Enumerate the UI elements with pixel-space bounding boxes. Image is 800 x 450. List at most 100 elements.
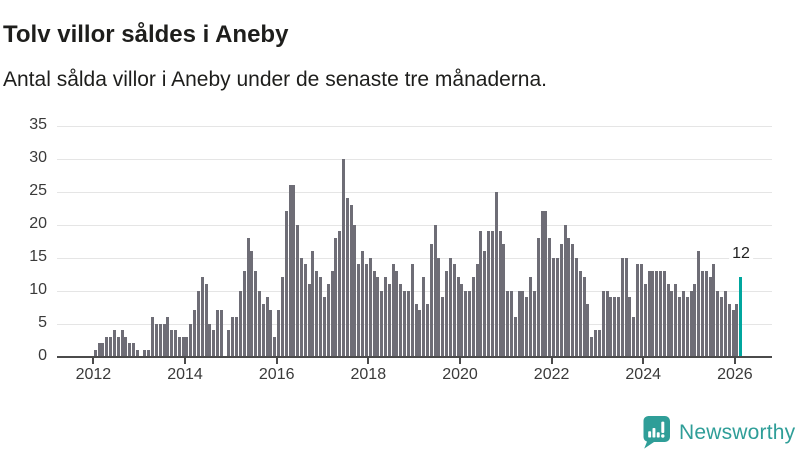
bar: [189, 323, 193, 357]
y-axis-label: 0: [38, 346, 47, 364]
y-axis-label: 5: [38, 313, 47, 331]
bar: [292, 184, 296, 357]
x-axis-label: 2016: [258, 366, 295, 383]
bar: [674, 283, 678, 357]
bar: [387, 283, 391, 357]
bar: [380, 290, 384, 357]
bar: [300, 257, 303, 357]
bar: [456, 277, 460, 357]
bar: [368, 257, 372, 357]
bar: [414, 303, 418, 357]
bar: [193, 310, 197, 357]
x-axis-tick: [733, 357, 736, 364]
x-axis-tick: [367, 357, 370, 364]
bar: [162, 323, 166, 357]
gridline: [57, 257, 772, 259]
x-axis-label: 2026: [717, 366, 753, 383]
gridline: [57, 191, 772, 193]
bar: [154, 323, 158, 357]
bar: [720, 297, 723, 357]
bar: [124, 336, 128, 357]
bar: [135, 349, 139, 357]
x-axis-tick: [92, 357, 95, 364]
bar: [147, 349, 151, 357]
bar: [177, 336, 181, 357]
bar: [525, 297, 529, 357]
bar: [406, 290, 410, 357]
bar: [597, 330, 601, 357]
bar: [685, 297, 689, 357]
bar: [594, 330, 597, 357]
bar: [181, 336, 185, 357]
bar-chart-speech-bubble-icon: [643, 415, 670, 449]
bar: [448, 257, 452, 357]
bar: [502, 244, 506, 357]
bar: [288, 184, 292, 357]
bar: [132, 343, 135, 357]
bar: [384, 277, 387, 357]
bar: [151, 316, 155, 357]
bar: [311, 250, 315, 357]
bar: [105, 336, 109, 357]
bar: [273, 336, 277, 357]
bar: [120, 330, 124, 357]
bar: [452, 264, 456, 357]
bar: [555, 257, 559, 357]
bar: [399, 283, 403, 357]
bar: [460, 283, 464, 357]
y-axis-label: 25: [29, 181, 47, 199]
bar: [574, 257, 578, 357]
bar: [445, 270, 449, 357]
bar: [280, 277, 284, 357]
newsworthy-logo[interactable]: Newsworthy: [641, 415, 795, 450]
x-axis-tick: [642, 357, 645, 364]
bar: [548, 237, 552, 357]
bar: [490, 231, 494, 357]
bar: [208, 323, 212, 357]
bar: [628, 297, 632, 357]
bar: [345, 198, 349, 357]
gridline: [57, 125, 772, 127]
chart-subtitle: Antal sålda villor i Aneby under de sena…: [3, 68, 548, 91]
bar: [475, 264, 479, 357]
bar: [326, 283, 330, 357]
bar: [433, 224, 437, 357]
bar: [723, 290, 727, 357]
bar: [735, 303, 739, 357]
page-title: Tolv villor såldes i Aneby: [3, 21, 289, 49]
bar: [559, 244, 563, 357]
bar: [143, 349, 147, 357]
y-axis-label: 10: [29, 280, 47, 298]
bar: [361, 250, 365, 357]
bar: [231, 316, 235, 357]
bar: [395, 270, 399, 357]
bar: [590, 336, 594, 357]
x-axis-tick: [275, 357, 278, 364]
bar: [357, 264, 361, 357]
bar: [716, 290, 720, 357]
bar: [712, 264, 716, 357]
bar: [567, 237, 571, 357]
bar: [681, 290, 685, 357]
bar: [632, 316, 636, 357]
y-axis-label: 20: [29, 214, 47, 232]
bar: [376, 277, 380, 357]
bar: [227, 330, 231, 357]
bar: [219, 310, 223, 357]
x-axis-label: 2012: [75, 366, 112, 383]
highlighted-bar: [739, 277, 743, 357]
bar: [510, 290, 513, 357]
bar: [670, 290, 674, 357]
bar: [468, 290, 471, 357]
bar: [651, 270, 655, 357]
bar: [166, 316, 170, 357]
bar: [643, 283, 647, 357]
y-axis-label: 15: [29, 247, 47, 265]
bar: [678, 297, 681, 357]
bar: [697, 250, 701, 357]
bar: [364, 264, 368, 357]
bar: [403, 290, 407, 357]
bar: [158, 323, 162, 357]
bar: [303, 264, 307, 357]
